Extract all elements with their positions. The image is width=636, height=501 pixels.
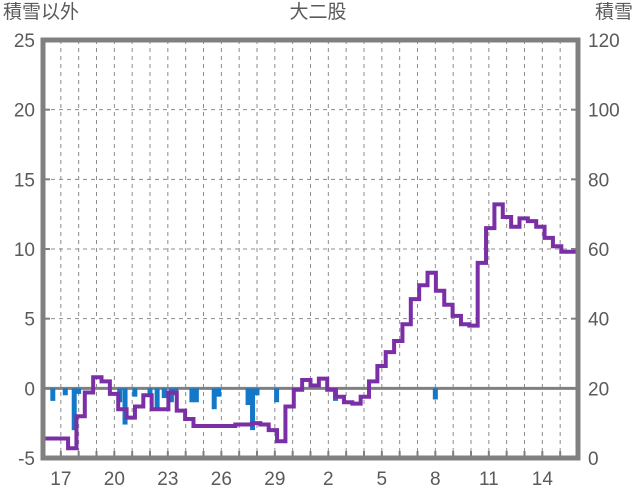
left-axis-tick-label: 5 [24,310,35,331]
left-axis-tick-label: 10 [14,240,35,261]
precipitation-bar [168,388,174,403]
right-axis-tick-label: 60 [588,240,609,261]
right-axis-tick-label: 120 [588,31,620,52]
precipitation-bar [161,388,167,399]
snow-depth-line [43,116,580,451]
precipitation-bar [193,388,199,403]
left-axis-tick-label: 20 [14,101,35,122]
precipitation-bar [71,388,77,431]
precipitation-bar [62,388,68,396]
precipitation-bar [250,388,256,431]
left-axis-tick-label: -5 [18,449,35,470]
precipitation-bar [122,388,128,425]
precipitation-bar [432,388,438,400]
precipitation-bar [154,388,160,411]
precipitation-bar [50,388,56,401]
precipitation-bar [211,388,217,410]
right-axis-title: 積雪 [595,1,633,23]
x-axis-tick-label: 8 [430,469,441,490]
x-axis-tick-label: 11 [479,469,499,490]
x-axis-tick-label: 5 [377,469,388,490]
x-axis-tick-label: 23 [157,469,178,490]
x-axis-tick-label: 29 [264,469,285,490]
x-axis-tick-label: 26 [211,469,232,490]
x-axis-tick-label: 2 [323,469,334,490]
precipitation-bar [189,388,195,403]
precipitation-bar [76,388,82,394]
axis-ticks [43,108,578,458]
left-axis-tick-label: 25 [14,31,35,52]
precipitation-bar [245,388,251,406]
x-axis-tick-label: 14 [532,469,554,490]
snow-depth-step-path [43,116,580,451]
x-axis-tick-labels: 17 20 23 26 29 2 5 8 11 14 [50,469,553,490]
chart-title: 大二股 [289,1,346,23]
x-axis-tick-label: 17 [50,469,71,490]
grid-lines [43,40,578,458]
right-axis-tick-label: 40 [588,310,609,331]
left-axis-tick-labels: 25 20 15 10 5 0 -5 [14,31,35,470]
precipitation-bar [132,388,138,397]
left-axis-title: 積雪以外 [3,1,79,23]
precipitation-bar [216,388,222,397]
x-axis-tick-label: 20 [104,469,125,490]
left-axis-tick-label: 15 [14,170,35,191]
right-axis-tick-label: 0 [588,449,599,470]
precipitation-bar [147,388,153,394]
right-axis-tick-label: 20 [588,379,609,400]
right-axis-tick-labels: 120 100 80 60 40 20 0 [588,31,620,470]
precipitation-bar [274,388,280,403]
right-axis-tick-label: 100 [588,101,620,122]
left-axis-tick-label: 0 [24,379,35,400]
precipitation-bar [254,388,260,396]
right-axis-tick-label: 80 [588,170,609,191]
